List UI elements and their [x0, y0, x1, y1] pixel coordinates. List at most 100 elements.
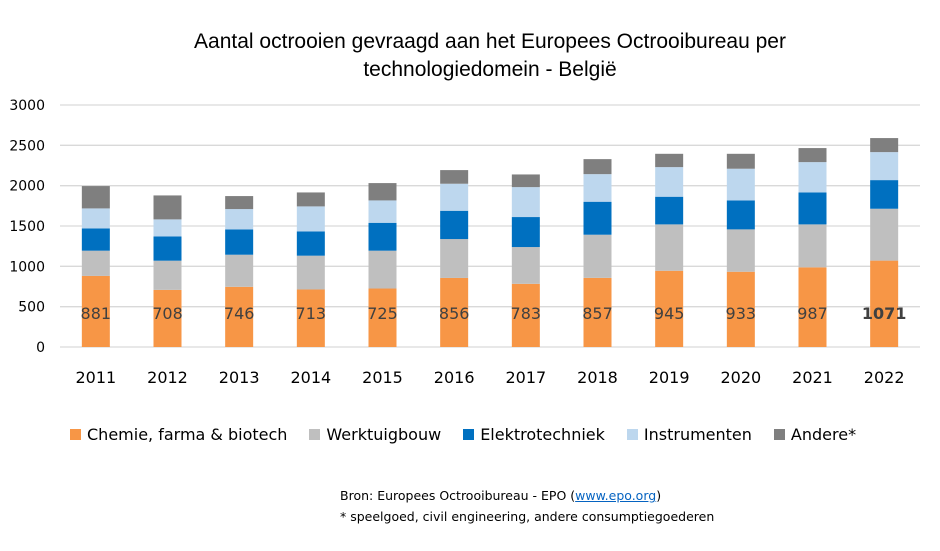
bar-segment-elektrotechniek-2011 — [81, 228, 110, 251]
x-tick-label: 2022 — [864, 368, 905, 387]
bar-segment-instrumenten-2012 — [153, 219, 182, 237]
chart-title: Aantal octrooien gevraagd aan het Europe… — [0, 28, 940, 84]
legend: Chemie, farma & biotech Werktuigbouw Elekt… — [70, 425, 856, 444]
bar-segment-elektrotechniek-2022 — [870, 180, 899, 209]
bar-segment-werktuigbouw-2019 — [655, 224, 684, 271]
data-label: 708 — [152, 304, 183, 323]
bar-segment-elektrotechniek-2016 — [440, 210, 469, 240]
bar-segment-instrumenten-2018 — [583, 174, 612, 202]
data-label: 987 — [797, 304, 828, 323]
bar-segment-chemie-farma-biotech-2020 — [726, 271, 755, 347]
legend-label: Chemie, farma & biotech — [87, 425, 288, 444]
x-tick-label: 2021 — [792, 368, 833, 387]
bar-segment-instrumenten-2022 — [870, 152, 899, 181]
y-tick-label: 1500 — [9, 219, 45, 235]
bar-segment-andere-2022 — [870, 138, 899, 153]
data-label: 1071 — [862, 304, 907, 323]
bar-segment-instrumenten-2016 — [440, 183, 469, 211]
data-label: 857 — [582, 304, 613, 323]
bar-segment-elektrotechniek-2017 — [511, 217, 540, 248]
legend-label: Instrumenten — [643, 425, 752, 444]
bar-segment-chemie-farma-biotech-2013 — [225, 286, 254, 347]
x-tick-label: 2019 — [649, 368, 690, 387]
legend-item: Chemie, farma & biotech — [70, 425, 287, 444]
y-tick-label: 500 — [18, 300, 45, 316]
bar-segment-andere-2012 — [153, 195, 182, 220]
x-tick-label: 2013 — [219, 368, 260, 387]
bar-segment-chemie-farma-biotech-2011 — [81, 275, 110, 347]
legend-label: Andere* — [790, 425, 857, 444]
y-tick-label: 2500 — [9, 138, 45, 154]
legend-swatch — [773, 429, 785, 440]
bar-segment-elektrotechniek-2012 — [153, 236, 182, 261]
bar-segment-instrumenten-2020 — [726, 168, 755, 201]
y-tick-label: 3000 — [9, 98, 45, 114]
data-label: 945 — [654, 304, 685, 323]
data-label: 783 — [511, 304, 542, 323]
x-tick-label: 2011 — [75, 368, 116, 387]
data-label: 713 — [296, 304, 327, 323]
bar-segment-instrumenten-2013 — [225, 209, 254, 230]
bar-segment-instrumenten-2021 — [798, 162, 827, 193]
source-prefix: Bron: Europees Octrooibureau - EPO ( — [340, 488, 576, 503]
source-link[interactable]: www.epo.org — [575, 488, 657, 503]
chart-title-line-1: Aantal octrooien gevraagd aan het Europe… — [194, 30, 786, 53]
data-label: 856 — [439, 304, 470, 323]
bar-segment-andere-2017 — [511, 174, 540, 188]
bar-segment-werktuigbouw-2021 — [798, 224, 827, 268]
bar-segment-elektrotechniek-2014 — [296, 231, 325, 256]
bar-segment-chemie-farma-biotech-2019 — [655, 270, 684, 347]
bar-segment-andere-2015 — [368, 183, 397, 201]
bar-segment-elektrotechniek-2019 — [655, 196, 684, 225]
legend-item: Werktuigbouw — [309, 425, 441, 444]
legend-label: Elektrotechniek — [480, 425, 605, 444]
x-tick-label: 2015 — [362, 368, 403, 387]
legend-swatch — [70, 429, 81, 440]
data-label: 881 — [81, 304, 112, 323]
legend-swatch — [309, 429, 321, 440]
bar-segment-werktuigbouw-2018 — [583, 234, 612, 278]
bar-segment-elektrotechniek-2020 — [726, 200, 755, 230]
bar-segment-andere-2016 — [440, 170, 469, 184]
bar-segment-werktuigbouw-2020 — [726, 229, 755, 272]
legend-swatch — [463, 429, 475, 440]
footnote: * speelgoed, civil engineering, andere c… — [340, 509, 715, 524]
source-suffix: ) — [656, 488, 662, 503]
legend-item: Elektrotechniek — [463, 425, 605, 444]
footer: Bron: Europees Octrooibureau - EPO (www.… — [340, 485, 714, 527]
bar-segment-elektrotechniek-2018 — [583, 201, 612, 235]
bar-segment-werktuigbouw-2017 — [511, 247, 540, 284]
legend-label: Werktuigbouw — [326, 425, 442, 444]
bar-segment-andere-2020 — [726, 153, 755, 169]
bar-segment-instrumenten-2011 — [81, 208, 110, 229]
bar-segment-chemie-farma-biotech-2017 — [511, 283, 540, 347]
x-tick-label: 2017 — [505, 368, 546, 387]
y-tick-label: 0 — [36, 340, 45, 356]
bar-segment-werktuigbouw-2015 — [368, 250, 397, 289]
x-tick-label: 2020 — [720, 368, 761, 387]
bar-segment-chemie-farma-biotech-2022 — [870, 260, 899, 347]
bar-segment-instrumenten-2019 — [655, 167, 684, 197]
data-label: 746 — [224, 304, 255, 323]
source-note: Bron: Europees Octrooibureau - EPO (www.… — [340, 485, 714, 506]
bar-segment-andere-2018 — [583, 159, 612, 175]
bar-segment-chemie-farma-biotech-2012 — [153, 289, 182, 347]
bar-segment-werktuigbouw-2014 — [296, 255, 325, 290]
bar-segment-werktuigbouw-2016 — [440, 239, 469, 278]
bar-segment-chemie-farma-biotech-2021 — [798, 267, 827, 347]
data-label: 933 — [726, 304, 757, 323]
bar-segment-instrumenten-2014 — [296, 206, 325, 232]
bar-segment-werktuigbouw-2011 — [81, 250, 110, 276]
legend-item: Andere* — [773, 425, 857, 444]
bar-segment-elektrotechniek-2013 — [225, 229, 254, 255]
x-tick-label: 2014 — [290, 368, 331, 387]
data-label: 725 — [367, 304, 398, 323]
bar-segment-chemie-farma-biotech-2014 — [296, 289, 325, 347]
x-tick-label: 2012 — [147, 368, 188, 387]
y-tick-label: 2000 — [9, 179, 45, 195]
bar-segment-andere-2019 — [655, 153, 684, 168]
bar-segment-werktuigbouw-2022 — [870, 208, 899, 261]
bar-segment-andere-2013 — [225, 196, 254, 210]
bar-segment-werktuigbouw-2013 — [225, 254, 254, 287]
bar-segment-chemie-farma-biotech-2018 — [583, 277, 612, 347]
